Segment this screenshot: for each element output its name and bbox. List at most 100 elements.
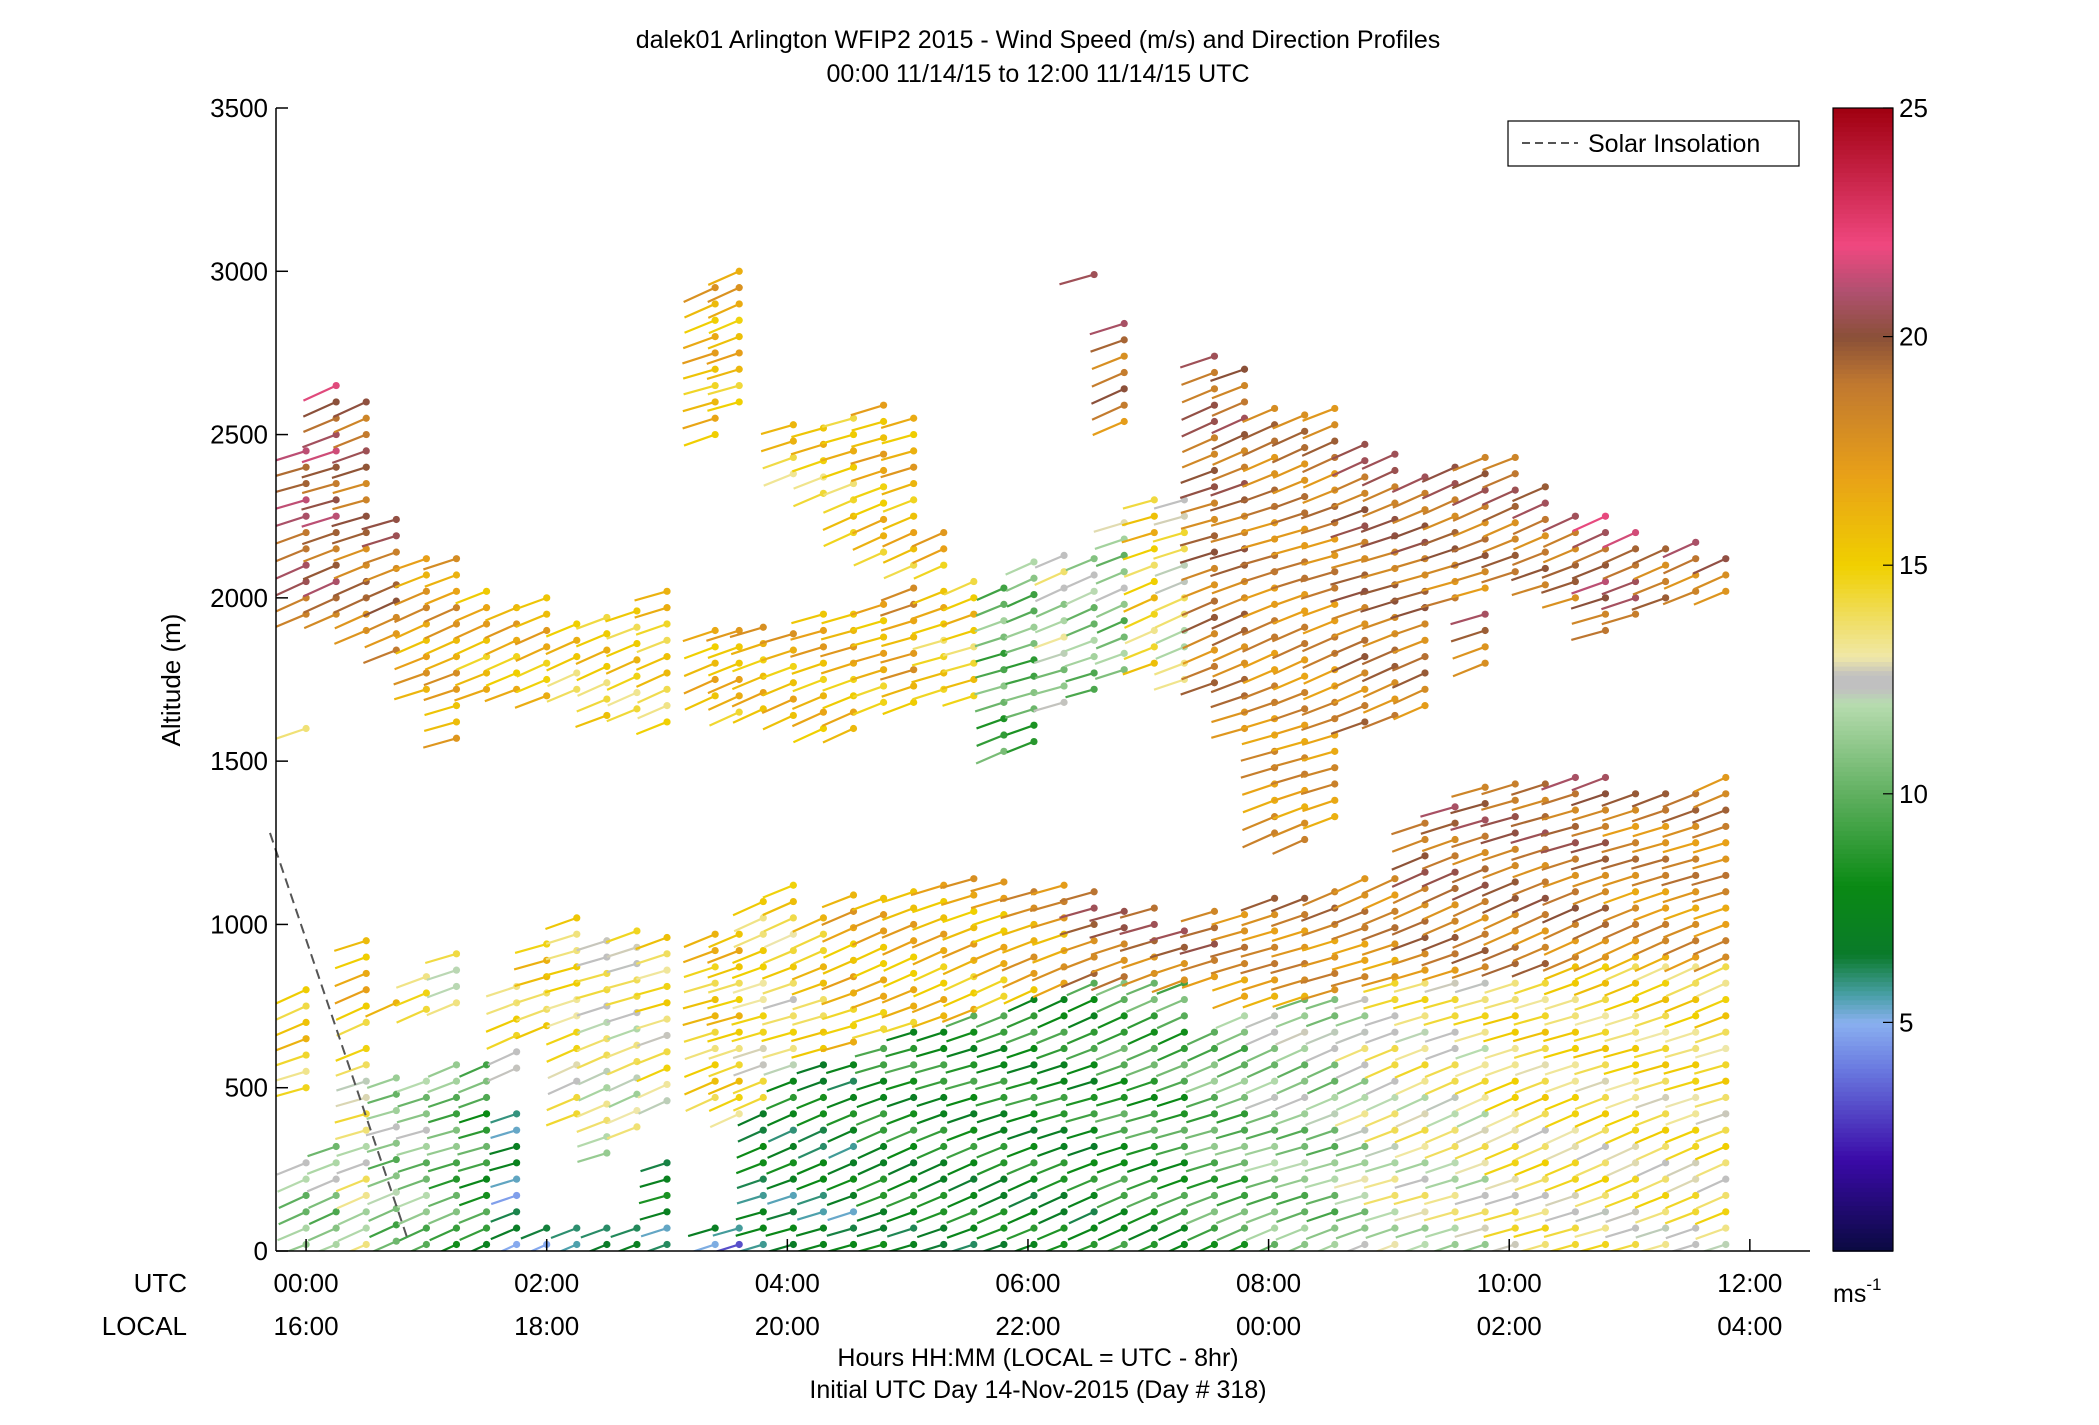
wind-barb-line xyxy=(1395,1227,1426,1239)
colorbar-band xyxy=(1833,935,1893,941)
wind-barb-line xyxy=(1361,567,1396,579)
wind-barb-line xyxy=(1154,580,1185,595)
wind-barb-line xyxy=(423,688,457,702)
wind-barb-line xyxy=(1182,649,1215,665)
wind-barb-point xyxy=(362,496,370,504)
wind-barb-line xyxy=(1095,1129,1125,1140)
wind-barb-line xyxy=(1570,792,1606,807)
wind-barb-point xyxy=(1271,1012,1279,1020)
wind-barb-point xyxy=(1271,649,1279,657)
wind-barb-line xyxy=(1096,619,1125,634)
wind-barb-point xyxy=(1631,1191,1640,1200)
wind-barb-line xyxy=(1335,1096,1366,1112)
wind-barb-line xyxy=(942,910,975,924)
wind-barb-line xyxy=(1421,871,1456,888)
wind-barb-line xyxy=(733,933,764,949)
wind-barb-point xyxy=(1361,1208,1369,1216)
wind-barb-line xyxy=(685,1096,716,1112)
colorbar-band xyxy=(1833,629,1893,635)
wind-barb-line xyxy=(854,1063,884,1075)
wind-barb-point xyxy=(1541,483,1549,491)
wind-barb-point xyxy=(1210,956,1219,964)
wind-barb-point xyxy=(1030,623,1038,631)
wind-barb-line xyxy=(1301,701,1336,717)
wind-barb-line xyxy=(558,1243,578,1251)
wind-barb-point xyxy=(1150,1159,1158,1167)
wind-barb-line xyxy=(1544,1178,1576,1192)
wind-barb-line xyxy=(371,1240,397,1251)
wind-barb-line xyxy=(1180,518,1215,530)
wind-barb-point xyxy=(332,381,340,390)
wind-barb-line xyxy=(882,547,915,564)
wind-barb-point xyxy=(1361,636,1369,644)
wind-barb-line xyxy=(790,645,824,658)
wind-barb-point xyxy=(1391,891,1399,899)
colorbar-band xyxy=(1833,752,1893,759)
wind-barb-point xyxy=(1150,1077,1158,1085)
colorbar-band xyxy=(1833,140,1893,146)
wind-barb-line xyxy=(1511,782,1546,796)
wind-barb-point xyxy=(452,1224,461,1232)
wind-barb-point xyxy=(910,1159,918,1167)
wind-barb-line xyxy=(1272,805,1306,820)
wind-barb-point xyxy=(422,1077,430,1085)
wind-barb-line xyxy=(1301,733,1336,746)
wind-barb-point xyxy=(1601,1159,1610,1167)
wind-barb-point xyxy=(392,1237,400,1245)
colorbar-band xyxy=(1833,1200,1893,1207)
wind-barb-line xyxy=(793,933,824,949)
wind-barb-point xyxy=(1391,1159,1399,1167)
wind-barb-point xyxy=(879,1077,888,1085)
wind-barb-line xyxy=(367,1093,397,1105)
wind-barb-point xyxy=(1421,1061,1429,1069)
wind-barb-point xyxy=(1481,816,1489,824)
wind-barb-line xyxy=(489,1161,517,1172)
wind-barb-line xyxy=(793,492,824,508)
wind-barb-line xyxy=(276,613,307,629)
wind-barb-line xyxy=(550,1227,578,1240)
wind-barb-line xyxy=(1547,1243,1576,1251)
wind-barb-line xyxy=(1393,1194,1426,1206)
colorbar-band xyxy=(1833,1214,1893,1220)
wind-barb-line xyxy=(1634,1080,1666,1092)
wind-barb-line xyxy=(1300,521,1336,535)
wind-barb-point xyxy=(1451,884,1459,893)
colorbar-band xyxy=(1833,606,1893,612)
wind-barb-point xyxy=(1120,1126,1128,1134)
wind-barb-point xyxy=(879,960,888,968)
wind-barb-point xyxy=(1301,476,1309,484)
wind-barb-line xyxy=(882,531,915,548)
wind-barb-point xyxy=(759,1012,767,1020)
wind-barb-point xyxy=(1240,992,1249,1000)
wind-barb-point xyxy=(910,496,918,504)
wind-barb-line xyxy=(459,1178,487,1189)
colorbar-frame xyxy=(1832,107,1894,1252)
wind-barb-line xyxy=(1540,825,1576,838)
wind-barb-line xyxy=(545,949,578,961)
wind-barb-point xyxy=(789,695,797,703)
wind-barb-line xyxy=(1604,1031,1636,1043)
wind-barb-line xyxy=(1004,707,1035,719)
wind-barb-line xyxy=(1511,799,1546,812)
wind-barb-line xyxy=(1272,675,1306,691)
wind-barb-point xyxy=(663,1191,671,1200)
wind-barb-point xyxy=(970,1061,978,1069)
wind-barb-line xyxy=(767,1194,794,1205)
wind-barb-point xyxy=(1722,1142,1730,1151)
wind-barb-point xyxy=(1180,1142,1188,1151)
wind-barb-point xyxy=(1391,679,1399,687)
wind-barb-point xyxy=(392,1106,400,1115)
wind-barb-point xyxy=(910,920,918,929)
wind-barb-point xyxy=(1030,1208,1038,1216)
wind-barb-line xyxy=(1152,531,1185,543)
wind-barb-point xyxy=(1481,1077,1489,1085)
wind-barb-point xyxy=(1120,368,1128,377)
wind-barb-line xyxy=(1005,577,1035,593)
wind-barb-point xyxy=(1571,577,1579,586)
wind-barb-line xyxy=(302,400,337,418)
wind-barb-line xyxy=(1392,639,1426,654)
wind-barb-point xyxy=(1571,790,1579,798)
colorbar-band xyxy=(1833,766,1893,772)
wind-barb-point xyxy=(910,545,918,553)
colorbar-band xyxy=(1833,313,1893,320)
